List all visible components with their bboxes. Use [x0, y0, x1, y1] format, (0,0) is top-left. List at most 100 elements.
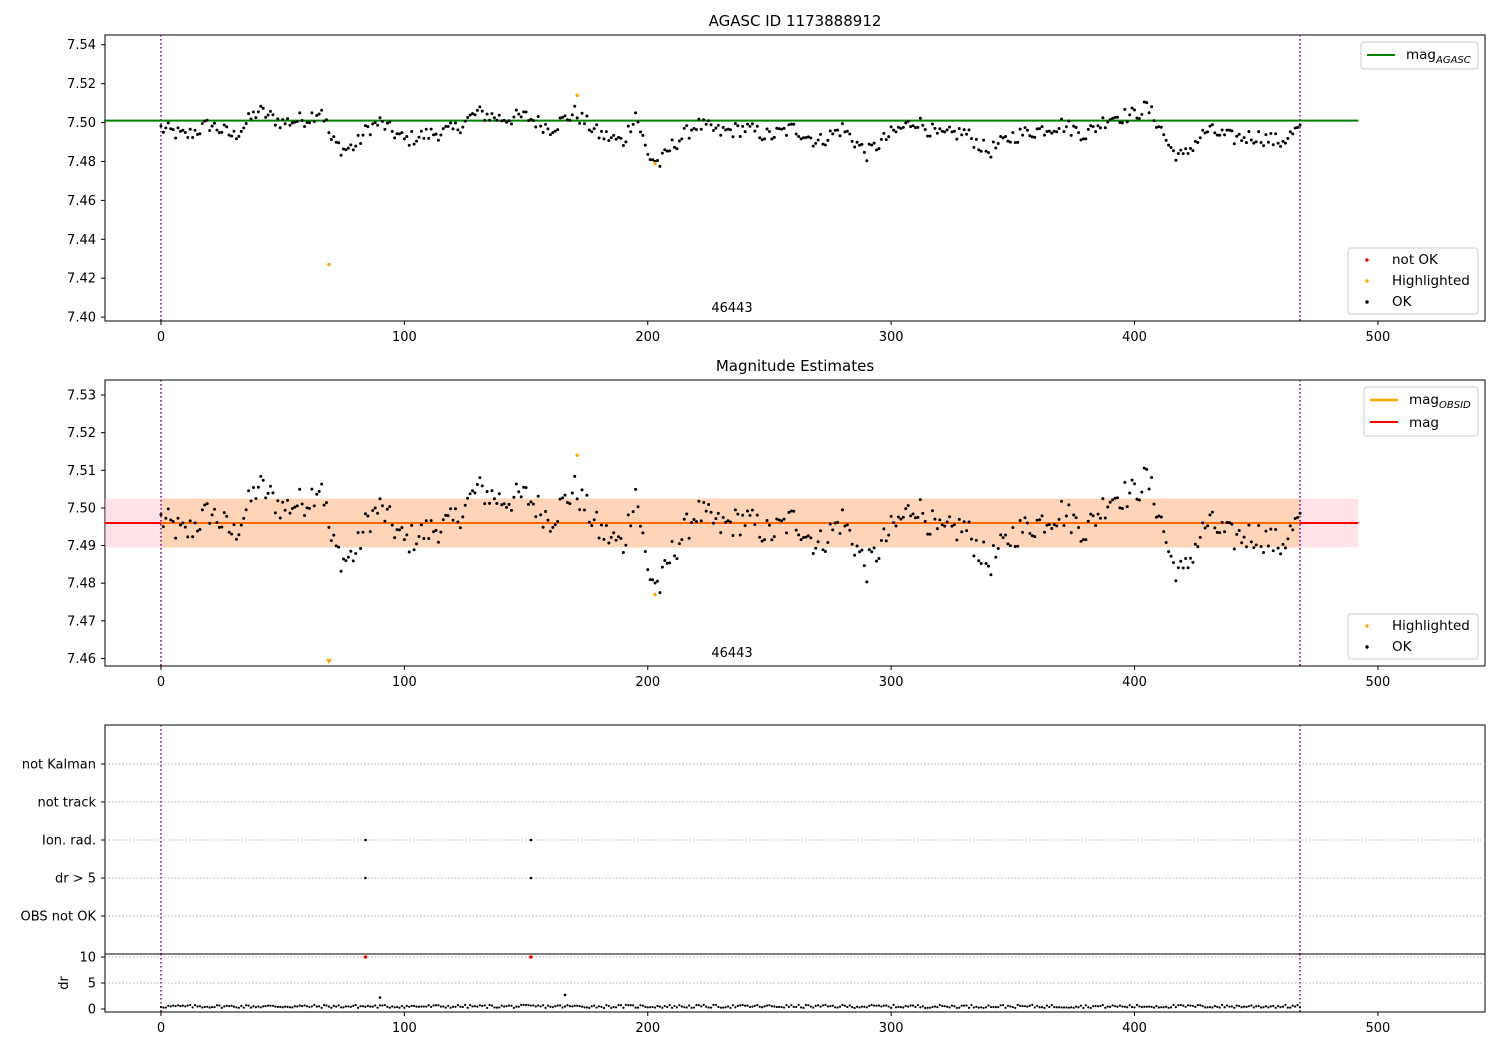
agasc-ok-point [536, 115, 540, 119]
magnitude-ok-point [787, 510, 791, 514]
magnitude-ok-point [312, 504, 316, 508]
dr-point [907, 1005, 910, 1008]
agasc-ok-point [188, 127, 192, 131]
agasc-ok-point [410, 130, 414, 134]
magnitude-ok-point [1028, 532, 1032, 536]
agasc-ok-point [597, 136, 601, 140]
agasc-ok-point [952, 129, 956, 133]
agasc-ok-point [1074, 126, 1078, 130]
agasc-ok-point [315, 114, 319, 118]
agasc-ok-point [458, 131, 462, 135]
agasc-ok-point [1244, 141, 1248, 145]
agasc-ok-point [1257, 130, 1261, 134]
dr-xtick-label-400: 400 [1122, 1021, 1147, 1036]
magnitude-ok-point [731, 533, 735, 537]
agasc-ok-point [940, 129, 944, 133]
magnitude-ok-point [288, 511, 292, 515]
magnitude-ok-point [320, 482, 324, 486]
agasc-ok-point [473, 113, 477, 117]
dr-point [468, 1003, 472, 1007]
dr-point [624, 1003, 627, 1007]
agasc-ok-point [602, 137, 606, 141]
magnitude-xtick-label-400: 400 [1122, 675, 1147, 690]
agasc-ok-point [1215, 133, 1219, 137]
dr-point [1289, 1006, 1292, 1009]
agasc-ok-point [711, 128, 715, 132]
agasc-marks [103, 35, 1359, 321]
magnitude-ok-point [305, 506, 309, 510]
agasc-ok-point [814, 141, 818, 145]
agasc-ok-point [1035, 127, 1039, 131]
dr-point [707, 1006, 710, 1009]
agasc-ok-point [351, 148, 355, 152]
agasc-ok-point [1060, 117, 1064, 121]
magnitude-ok-point [670, 540, 674, 544]
dr-point [921, 1005, 924, 1008]
dr-point [1121, 1005, 1124, 1008]
dr-point [405, 1004, 408, 1007]
magnitude-ok-point [1271, 549, 1275, 553]
magnitude-ok-point [359, 547, 363, 551]
magnitude-ok-point [694, 520, 698, 524]
magnitude-ok-point [239, 523, 243, 527]
agasc-ok-point [840, 122, 844, 126]
dr-point [997, 1006, 1000, 1009]
agasc-ok-point [1052, 129, 1056, 133]
magnitude-ok-point [256, 485, 260, 489]
magnitude-xtick-label-0: 0 [157, 675, 165, 690]
agasc-ytick-label-3: 7.46 [67, 194, 96, 209]
agasc-ok-point [176, 126, 180, 130]
dr-point [636, 1006, 640, 1009]
agasc-ok-point [480, 109, 484, 113]
dr-point [712, 1003, 715, 1007]
agasc-ok-point [746, 122, 750, 126]
magnitude-ok-point [685, 512, 689, 516]
agasc-ok-point [327, 131, 331, 135]
agasc-ok-point [1279, 144, 1283, 148]
magnitude-ok-point [1247, 523, 1251, 527]
agasc-ok-point [203, 119, 207, 123]
magnitude-ok-point [1225, 520, 1229, 524]
dr-point [841, 1003, 844, 1007]
magnitude-ok-point [658, 591, 662, 595]
agasc-ok-point [1072, 124, 1076, 128]
agasc-ok-point [198, 132, 202, 136]
agasc-ok-point [916, 125, 920, 129]
agasc-ok-point [977, 148, 981, 152]
agasc-ok-point [1057, 126, 1061, 130]
magnitude-ok-point [935, 527, 939, 531]
magnitude-ytick-label-6: 7.52 [67, 426, 96, 441]
agasc-ok-point [585, 114, 589, 118]
agasc-ok-point [429, 127, 433, 131]
dr-point [773, 1005, 776, 1008]
dr-point [342, 1006, 345, 1009]
dr-point [1128, 1004, 1131, 1007]
magnitude-ok-point [251, 486, 255, 490]
agasc-ok-point [1210, 123, 1214, 127]
magnitude-ok-point [388, 505, 392, 509]
magnitude-ok-point [641, 531, 645, 535]
magnitude-ok-point [1045, 523, 1049, 527]
dr-point [164, 1006, 167, 1009]
magnitude-ok-point [986, 564, 990, 568]
magnitude-ok-point [945, 520, 949, 524]
dr-point [225, 1004, 228, 1007]
dr-point [1269, 1005, 1272, 1008]
magnitude-ok-point [1069, 531, 1073, 535]
dr-point [855, 1005, 859, 1008]
agasc-ok-point [1023, 126, 1027, 130]
dr-point [174, 1005, 177, 1008]
agasc-title: AGASC ID 1173888912 [709, 12, 882, 30]
magnitude-ok-point [831, 528, 835, 532]
dr-point [1242, 1005, 1246, 1008]
agasc-ok-point [986, 151, 990, 155]
agasc-ok-point [269, 109, 273, 113]
magnitude-ok-point [324, 501, 328, 505]
magnitude-ok-point [514, 482, 518, 486]
dr-point [680, 1005, 683, 1008]
agasc-ok-point [879, 137, 883, 141]
dr-point [768, 1004, 771, 1007]
dr-point [537, 1004, 540, 1007]
magnitude-ok-point [913, 516, 917, 520]
agasc-xtick-label-400: 400 [1122, 330, 1147, 345]
